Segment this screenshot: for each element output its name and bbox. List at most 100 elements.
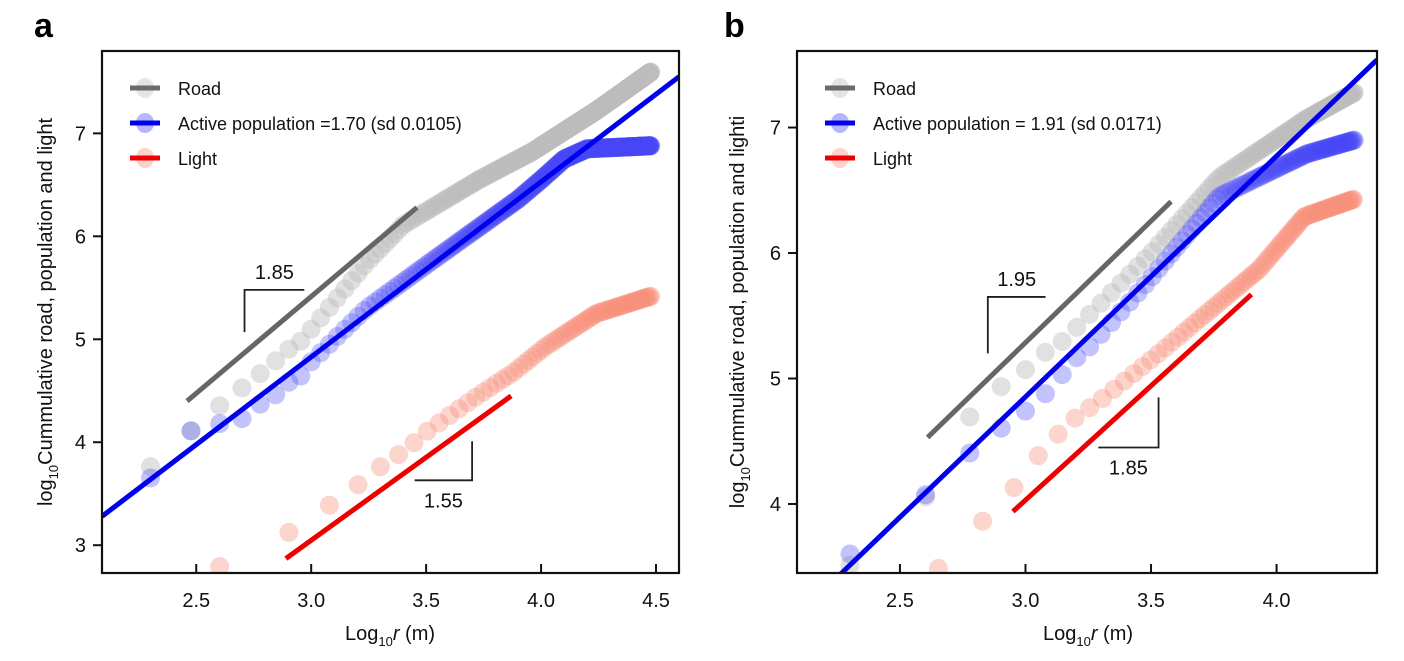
data-point-road [1225, 157, 1244, 177]
data-point-light [1114, 371, 1134, 391]
data-point-light [319, 495, 339, 515]
data-point-road [1328, 91, 1348, 111]
data-point-road [541, 130, 561, 150]
data-point-light [531, 340, 551, 360]
data-point-road [641, 62, 661, 82]
data-point-road [1211, 166, 1231, 186]
data-point-road [445, 184, 464, 204]
y-tick-label: 4 [75, 432, 86, 454]
data-point-population [1331, 134, 1351, 154]
data-point-population [591, 138, 611, 158]
data-point-road [612, 82, 632, 102]
data-point-population [629, 136, 649, 156]
data-point-road [502, 152, 522, 172]
y-tick-label: 6 [75, 226, 86, 248]
data-point-road [608, 85, 628, 105]
data-point-light [610, 296, 630, 316]
data-point-road [577, 106, 597, 126]
data-point-population [611, 137, 631, 157]
data-point-light [1299, 205, 1319, 225]
data-point-light [623, 292, 643, 312]
data-point-road [619, 78, 639, 98]
data-point-population [627, 136, 647, 156]
data-point-road [573, 109, 593, 129]
data-point-population [613, 137, 632, 157]
data-point-light [635, 288, 655, 308]
data-point-light [613, 295, 633, 315]
data-point-road [435, 190, 454, 210]
data-point-light [546, 330, 566, 350]
data-point-light [1288, 214, 1308, 234]
data-point-population [636, 136, 656, 156]
data-point-light [617, 294, 637, 314]
data-point-light [928, 558, 948, 573]
data-point-population [1315, 139, 1335, 159]
x-axis-title-sub: 10 [378, 634, 392, 649]
x-tick-label: 2.5 [182, 590, 210, 612]
data-point-road [570, 111, 590, 131]
data-point-light [1284, 219, 1304, 239]
data-point-road [548, 125, 568, 145]
data-point-population [610, 137, 630, 157]
axis-ticks: 2.5 3.0 3.5 4.0 4.5 3 4 5 6 7 [75, 123, 670, 612]
data-point-road [588, 100, 607, 120]
data-point-population [1300, 143, 1320, 163]
data-point-road [1221, 159, 1241, 179]
data-point-road [1016, 360, 1035, 380]
x-axis-title: Log10r (m) [1043, 623, 1133, 649]
data-point-population [408, 261, 427, 281]
data-point-population [625, 137, 644, 156]
data-point-population [1120, 292, 1140, 312]
data-point-road [581, 104, 600, 124]
y-axis-title-sub: 10 [46, 465, 61, 479]
data-point-road [516, 145, 536, 165]
data-point-population [1344, 130, 1364, 150]
data-point-population [1341, 131, 1361, 151]
data-point-population [620, 137, 640, 157]
data-point-road [628, 71, 648, 91]
data-point-light [1204, 297, 1224, 317]
data-point-population [610, 137, 630, 157]
data-point-light [594, 301, 614, 321]
data-point-road [544, 128, 564, 148]
data-point-population [1332, 134, 1352, 154]
data-point-population [636, 136, 656, 156]
data-point-road [451, 180, 471, 200]
data-point-light [1268, 237, 1288, 257]
series-light [210, 286, 661, 573]
data-point-population [620, 137, 640, 157]
data-point-road [598, 93, 618, 113]
data-point-population [1326, 136, 1346, 155]
data-point-road [1260, 134, 1280, 153]
plot-area: 1.95 1.85 [838, 57, 1377, 573]
data-point-road [1258, 135, 1277, 155]
fit-line-road [925, 199, 1173, 440]
data-point-road [565, 114, 585, 134]
data-point-light [553, 326, 572, 345]
data-point-population [599, 138, 619, 158]
data-point-road [591, 97, 611, 117]
data-point-population [1273, 155, 1293, 175]
data-point-population [1128, 283, 1148, 303]
data-point-road [1203, 174, 1223, 194]
data-point-population [596, 138, 616, 158]
data-point-road [571, 111, 591, 130]
data-point-population [1203, 193, 1223, 213]
slope-bracket [986, 296, 1046, 354]
data-point-road [557, 119, 577, 139]
data-point-road [617, 79, 637, 99]
data-point-road [614, 81, 634, 101]
data-point-road [342, 271, 362, 291]
data-point-road [1331, 90, 1351, 110]
data-point-population [1340, 131, 1360, 151]
data-point-population [625, 137, 645, 156]
data-point-light [632, 289, 652, 309]
data-point-road [521, 143, 541, 163]
data-point-road [319, 297, 339, 317]
data-point-road [597, 93, 617, 113]
data-point-road [301, 319, 321, 339]
data-point-road [577, 107, 597, 127]
data-point-road [624, 74, 644, 94]
data-point-population [1295, 145, 1315, 165]
data-point-road [480, 164, 500, 184]
